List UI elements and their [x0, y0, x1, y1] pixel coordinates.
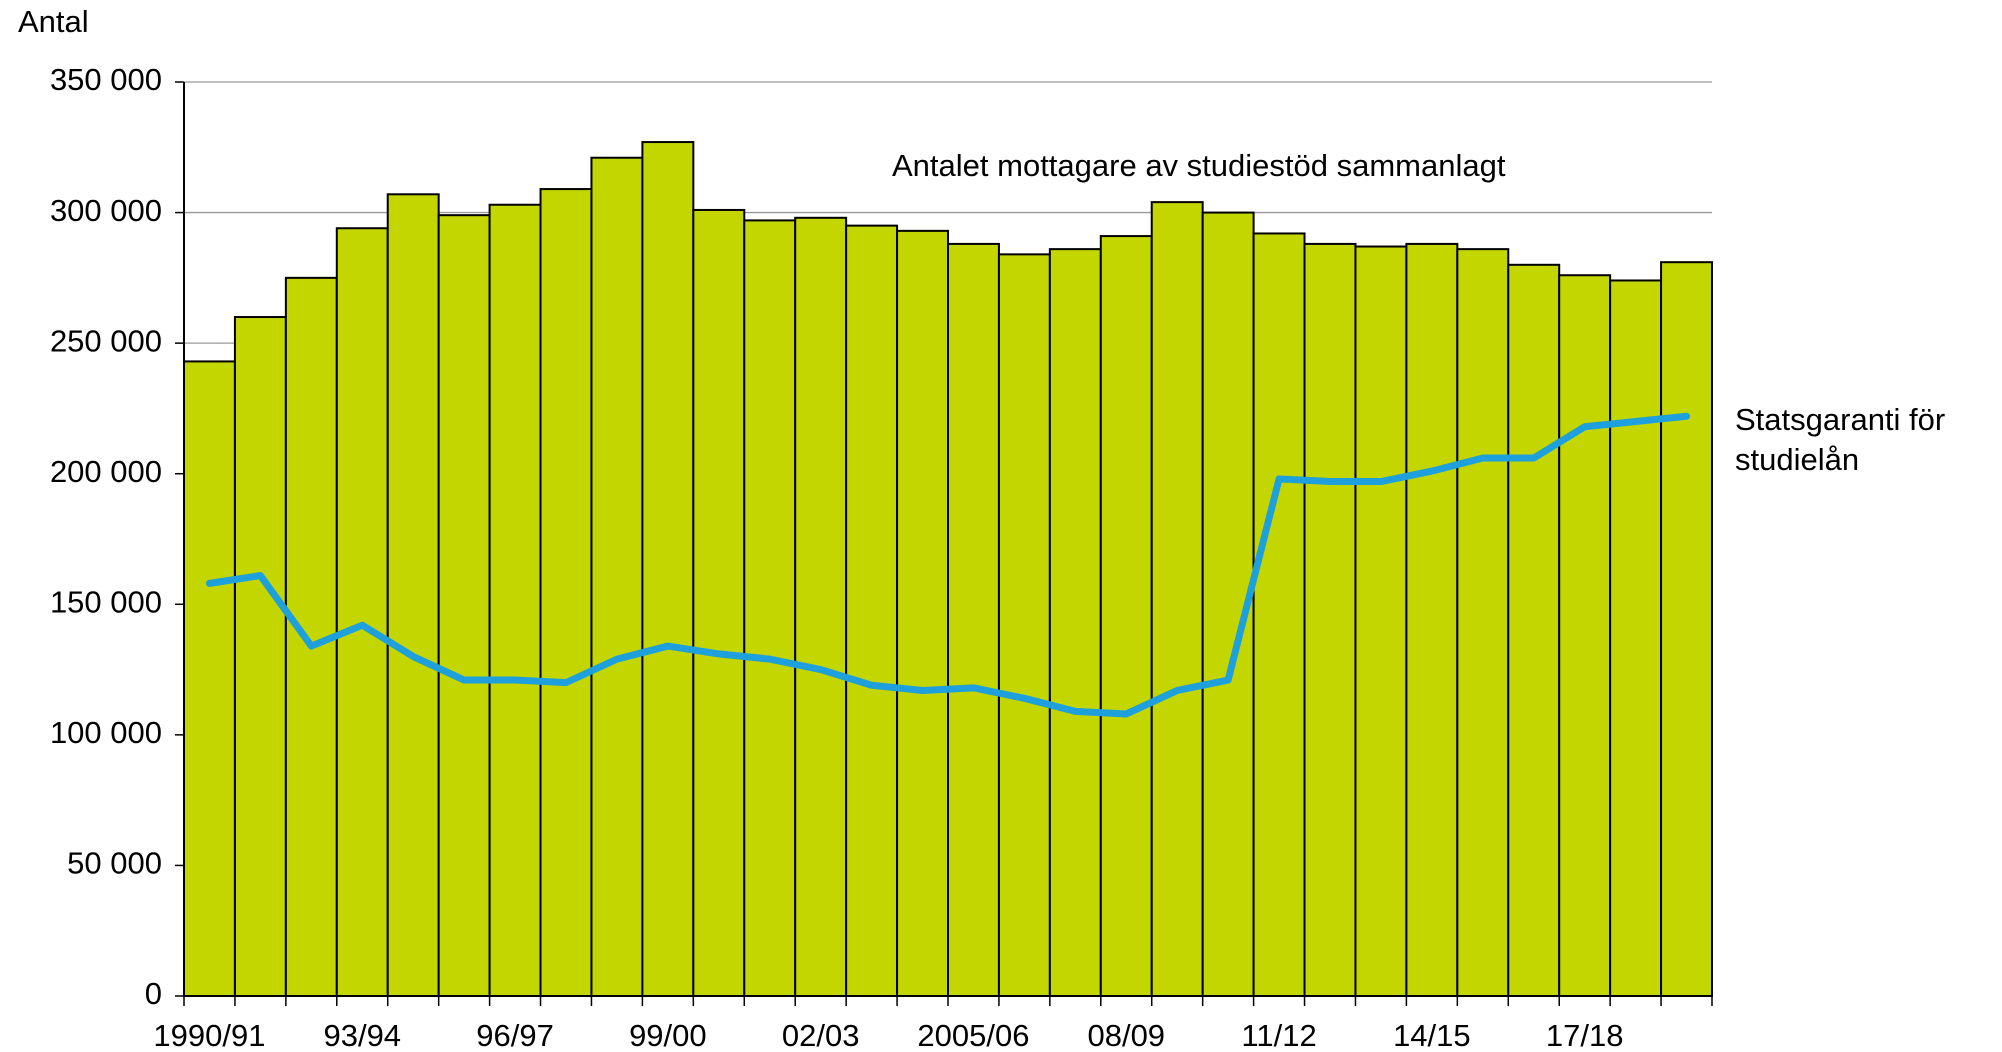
- bar: [437, 214, 491, 997]
- y-tick-label: 0: [145, 976, 162, 1011]
- bar: [896, 229, 949, 997]
- bar: [641, 141, 695, 997]
- bar: [743, 219, 797, 998]
- bar: [1660, 261, 1713, 997]
- y-tick-label: 250 000: [50, 323, 162, 358]
- y-axis-title: Antal: [18, 4, 89, 39]
- bar: [1303, 242, 1357, 997]
- bar: [233, 316, 287, 997]
- y-tick-label: 300 000: [50, 193, 162, 228]
- y-tick-label: 200 000: [50, 454, 162, 489]
- bar: [1099, 235, 1153, 997]
- x-tick-label: 14/15: [1393, 1018, 1471, 1052]
- y-tick-label: 50 000: [67, 846, 162, 881]
- x-tick-label: 99/00: [629, 1018, 707, 1052]
- bar: [997, 253, 1051, 997]
- x-tick-label: 17/18: [1546, 1018, 1624, 1052]
- bar: [1150, 201, 1204, 997]
- line-series-label: Statsgaranti för studielån: [1735, 402, 1946, 477]
- x-tick-label: 11/12: [1241, 1018, 1316, 1052]
- x-tick-label: 1990/91: [153, 1018, 265, 1052]
- x-tick-label: 96/97: [476, 1018, 554, 1052]
- bar: [947, 242, 1000, 997]
- x-tick-label: 02/03: [782, 1018, 860, 1052]
- bar: [1405, 242, 1459, 997]
- bar: [335, 227, 389, 998]
- x-tick-label: 2005/06: [917, 1018, 1029, 1052]
- bar: [1048, 248, 1102, 998]
- bar: [488, 203, 542, 998]
- x-tick-label: 93/94: [323, 1018, 401, 1052]
- y-tick-label: 150 000: [50, 584, 162, 619]
- bar: [539, 188, 593, 998]
- x-tick-label: 08/09: [1087, 1018, 1165, 1052]
- line-series: [205, 412, 1691, 718]
- bar: [1609, 279, 1663, 997]
- bar: [590, 156, 644, 997]
- y-tick-label: 100 000: [50, 715, 162, 750]
- bar: [183, 360, 236, 997]
- bar: [386, 193, 440, 997]
- bar: [1354, 245, 1408, 997]
- bar: [1456, 248, 1510, 998]
- bar: [1507, 263, 1561, 997]
- y-tick-label: 350 000: [50, 62, 162, 97]
- bar: [1558, 274, 1612, 997]
- bar-series-label: Antalet mottagare av studiestöd sammanla…: [892, 148, 1506, 183]
- bar: [692, 208, 746, 997]
- bar: [1252, 232, 1306, 998]
- bar: [794, 216, 848, 997]
- bar: [845, 224, 899, 997]
